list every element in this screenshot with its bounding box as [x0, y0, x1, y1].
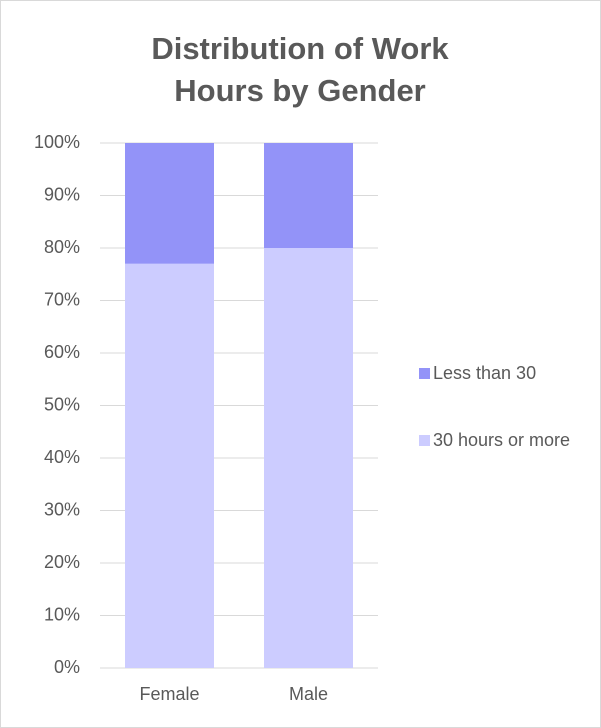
- y-tick-label: 0%: [54, 657, 80, 677]
- y-tick-label: 50%: [44, 394, 80, 414]
- bar-segment: [125, 143, 214, 264]
- x-tick-label: Male: [289, 684, 328, 704]
- legend-label: Less than 30: [433, 363, 537, 383]
- y-tick-label: 70%: [44, 289, 80, 309]
- y-tick-label: 10%: [44, 604, 80, 624]
- y-tick-label: 60%: [44, 342, 80, 362]
- chart-title: Distribution of Work Hours by Gender: [151, 31, 449, 108]
- bar-segment: [125, 263, 214, 668]
- y-tick-label: 40%: [44, 447, 80, 467]
- x-tick-label: Female: [139, 684, 199, 704]
- legend-label: 30 hours or more: [433, 430, 571, 450]
- y-tick-label: 90%: [44, 184, 80, 204]
- y-tick-label: 30%: [44, 499, 80, 519]
- y-tick-label: 20%: [44, 552, 80, 572]
- y-tick-label: 100%: [34, 132, 80, 152]
- bar-segment: [264, 143, 353, 248]
- legend-swatch: [419, 368, 430, 379]
- legend-swatch: [419, 435, 430, 446]
- bar-segment: [264, 248, 353, 668]
- y-tick-label: 80%: [44, 237, 80, 257]
